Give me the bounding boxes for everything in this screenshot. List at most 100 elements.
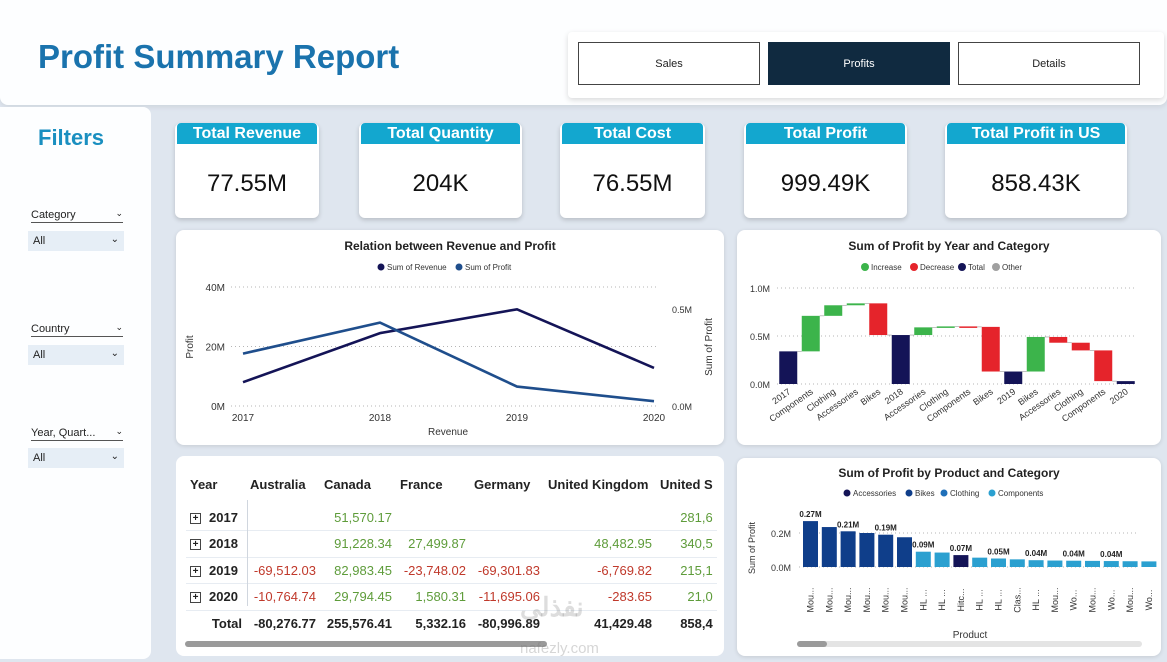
data-label: 0.04M	[1100, 550, 1123, 559]
country-filter-label[interactable]: Country ⌄	[31, 322, 123, 337]
row-year: 2020	[209, 589, 238, 605]
country-filter-text: Country	[31, 323, 70, 335]
x-tick-label: 2019	[995, 386, 1017, 406]
chart-horizontal-scrollbar[interactable]	[797, 641, 1142, 647]
y-tick-label: 20M	[206, 343, 225, 354]
table-header-row: Year Australia Canada France Germany United K…	[186, 464, 717, 504]
kpi-value: 204K	[412, 170, 469, 197]
product-bar	[1047, 560, 1063, 567]
table-cell: 41,429.48	[594, 616, 652, 631]
product-bar	[897, 537, 912, 567]
product-bar	[1122, 561, 1138, 567]
y-axis-title: Sum of Profit	[747, 521, 757, 574]
column-header[interactable]: France	[400, 476, 443, 492]
category-filter-select[interactable]: All ⌄	[28, 231, 124, 251]
legend-label: Sum of Profit	[465, 263, 512, 272]
year-filter-select[interactable]: All ⌄	[28, 448, 124, 468]
legend-label: Decrease	[920, 263, 955, 272]
x-tick-label: Bikes	[859, 386, 883, 407]
y-tick-label: 0.0M	[750, 380, 770, 390]
table-cell: 51,570.17	[320, 504, 396, 531]
kpi-label: Total Profit in US	[947, 123, 1125, 144]
table-cell: 48,482.95	[544, 530, 656, 558]
legend-marker	[905, 489, 913, 497]
column-header[interactable]: Australia	[250, 476, 306, 492]
column-header[interactable]: Germany	[474, 476, 531, 492]
series-line	[242, 321, 655, 403]
product-bar	[821, 527, 837, 567]
header: Profit Summary Report Sales Profits Deta…	[0, 0, 1167, 105]
table-horizontal-scrollbar[interactable]	[185, 641, 547, 647]
product-bar	[991, 558, 1006, 567]
data-label: 0.04M	[1025, 549, 1048, 558]
row-header: +2017	[186, 504, 246, 531]
column-header[interactable]: United S	[660, 476, 713, 492]
table-cell: 29,794.45	[320, 583, 396, 611]
scrollbar-thumb[interactable]	[797, 641, 827, 647]
chevron-down-icon: ⌄	[115, 322, 123, 332]
table-cell: -6,769.82	[544, 557, 656, 584]
column-header[interactable]: Canada	[324, 476, 371, 492]
table-cell: 1,580.31	[396, 583, 470, 611]
table-cell	[544, 504, 656, 531]
product-bar	[1066, 560, 1082, 567]
table-cell: -10,764.74	[246, 583, 320, 611]
product-bar	[934, 552, 950, 567]
chevron-down-icon: ⌄	[110, 234, 119, 245]
nav-details-button[interactable]: Details	[958, 42, 1140, 85]
y-tick-label: 40M	[206, 283, 225, 294]
table-cell: 255,576.41	[326, 616, 392, 631]
data-label: 0.07M	[950, 544, 973, 553]
table-cell: -283.65	[544, 583, 656, 611]
legend-marker	[992, 263, 1000, 271]
waterfall-bar	[914, 327, 933, 336]
legend-label: Bikes	[915, 489, 935, 498]
expand-icon[interactable]: +	[190, 539, 201, 551]
kpi-total-quantity: Total Quantity 204K	[359, 123, 522, 218]
x-tick-label: Wo...	[1106, 590, 1116, 611]
legend-label: Sum of Revenue	[387, 263, 447, 272]
legend-marker	[910, 263, 918, 271]
product-bar	[953, 555, 969, 567]
y-tick-label: 0.2M	[771, 529, 791, 539]
page-title: Profit Summary Report	[38, 38, 400, 75]
expand-icon[interactable]: +	[190, 512, 201, 524]
nav-profits-button[interactable]: Profits	[768, 42, 950, 85]
matrix-table: Year Australia Canada France Germany United K…	[186, 464, 717, 637]
x-tick-label: HL ...	[1031, 589, 1041, 610]
x-tick-label: 2018	[369, 413, 392, 424]
x-tick-label: 2020	[643, 413, 666, 424]
legend-marker	[861, 263, 869, 271]
table-cell: -80,276.77	[253, 616, 316, 631]
expand-icon[interactable]: +	[190, 565, 201, 577]
waterfall-bar	[1004, 371, 1023, 384]
chevron-down-icon: ⌄	[110, 348, 119, 359]
data-label: 0.04M	[1063, 550, 1086, 559]
waterfall-bar	[779, 351, 798, 384]
category-filter-label[interactable]: Category ⌄	[31, 208, 123, 223]
product-bar	[1009, 559, 1025, 567]
year-filter-value: All	[33, 452, 46, 464]
product-bar	[1103, 561, 1119, 567]
year-filter-label[interactable]: Year, Quart... ⌄	[31, 426, 123, 441]
column-header[interactable]: Year	[190, 476, 218, 492]
table-cell: 91,228.34	[320, 530, 396, 558]
profit-matrix-table: Year Australia Canada France Germany United K…	[176, 456, 724, 656]
table-cell: 27,499.87	[396, 530, 470, 558]
country-filter-select[interactable]: All ⌄	[28, 345, 124, 365]
row-header: +2018	[186, 530, 246, 558]
waterfall-chart-card: Sum of Profit by Year and Category Incre…	[737, 230, 1161, 445]
table-cell	[246, 504, 320, 531]
expand-icon[interactable]: +	[190, 592, 201, 604]
data-label: 0.21M	[837, 520, 860, 529]
y-axis-title: Profit	[185, 335, 196, 359]
x-tick-label: Hitc...	[956, 588, 966, 611]
y2-tick-label: 0.5M	[672, 305, 692, 315]
column-header[interactable]: United Kingdom	[548, 476, 649, 492]
kpi-total-revenue: Total Revenue 77.55M	[175, 123, 319, 218]
x-tick-label: Mou...	[1050, 587, 1060, 612]
nav-sales-button[interactable]: Sales	[578, 42, 760, 85]
kpi-label: Total Revenue	[177, 123, 317, 144]
y-tick-label: 0.5M	[750, 332, 770, 342]
product-bar	[915, 551, 931, 567]
